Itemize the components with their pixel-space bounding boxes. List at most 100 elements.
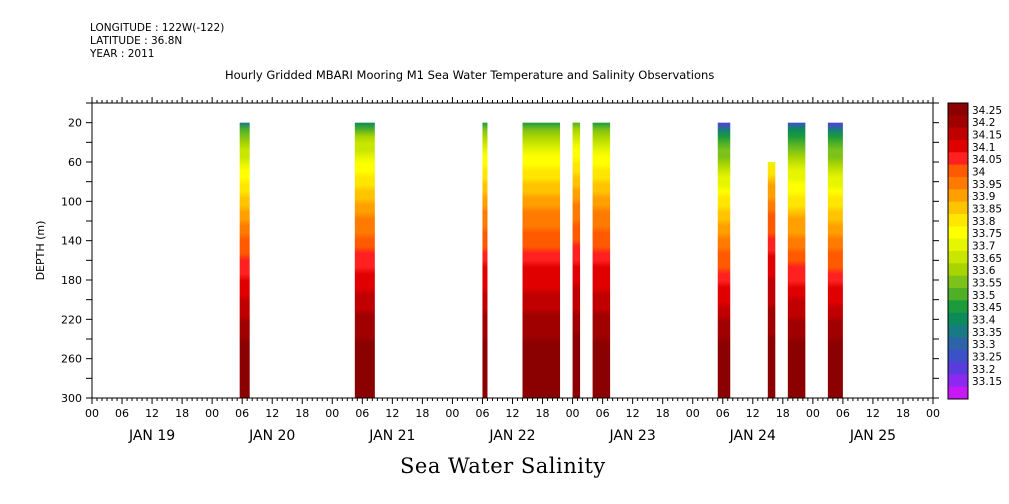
- x-hour-tick-label: 18: [656, 407, 670, 420]
- observation-column: [717, 122, 731, 399]
- x-day-label: JAN 22: [488, 428, 535, 444]
- x-hour-tick-label: 12: [866, 407, 880, 420]
- colorbar-level-label: 33.25: [972, 352, 1002, 364]
- x-hour-tick-label: 12: [145, 407, 159, 420]
- observation-column: [767, 162, 776, 398]
- colorbar-level-label: 34.1: [972, 142, 995, 154]
- observation-column: [827, 122, 843, 399]
- colorbar-swatch: [948, 226, 968, 239]
- data-columns: [239, 122, 843, 399]
- observation-column: [354, 122, 375, 399]
- colorbar-swatch: [948, 312, 968, 326]
- colorbar-swatch: [948, 238, 968, 252]
- colorbar-level-label: 33.65: [972, 253, 1002, 265]
- colorbar-frame: [947, 102, 969, 400]
- x-hour-tick-label: 06: [115, 407, 129, 420]
- x-hour-tick-label: 00: [445, 407, 459, 420]
- colorbar-swatch: [948, 300, 968, 313]
- x-hour-tick-label: 00: [85, 407, 99, 420]
- colorbar-swatch: [948, 349, 968, 363]
- x-hour-tick-label: 06: [475, 407, 489, 420]
- colorbar-swatch: [948, 251, 968, 264]
- x-hour-tick-label: 00: [566, 407, 580, 420]
- y-tick-label: 180: [61, 274, 82, 287]
- colorbar-level-label: 34.2: [972, 117, 995, 129]
- x-hour-tick-label: 18: [896, 407, 910, 420]
- colorbar-level-label: 33.2: [972, 364, 995, 376]
- colorbar-swatch: [948, 189, 968, 202]
- x-hour-tick-label: 12: [626, 407, 640, 420]
- colorbar-level-label: 33.35: [972, 327, 1002, 339]
- x-hour-tick-label: 06: [716, 407, 730, 420]
- x-day-label: JAN 19: [128, 428, 175, 444]
- observation-column: [482, 122, 488, 399]
- y-tick-label: 100: [61, 195, 82, 208]
- longitude-label: LONGITUDE : 122W(-122): [90, 22, 225, 34]
- x-hour-tick-label: 06: [596, 407, 610, 420]
- colorbar-swatch: [948, 263, 968, 276]
- x-hour-tick-label: 18: [415, 407, 429, 420]
- colorbar-swatch: [948, 115, 968, 128]
- x-hour-tick-label: 00: [205, 407, 219, 420]
- y-tick-label: 60: [68, 156, 82, 169]
- x-hour-tick-label: 00: [926, 407, 940, 420]
- colorbar-swatch: [948, 103, 968, 116]
- observation-column: [522, 122, 561, 399]
- colorbar-swatch: [948, 362, 968, 375]
- plot-frame: [91, 102, 934, 399]
- colorbar-swatch: [948, 201, 968, 215]
- colorbar-level-label: 33.9: [972, 191, 995, 203]
- x-hour-tick-label: 12: [506, 407, 520, 420]
- colorbar-level-label: 33.8: [972, 216, 995, 228]
- x-hour-tick-label: 06: [235, 407, 249, 420]
- x-hour-tick-label: 06: [836, 407, 850, 420]
- colorbar-level-label: 34.05: [972, 154, 1002, 166]
- variable-title: Sea Water Salinity: [400, 454, 606, 478]
- y-tick-label: 140: [61, 235, 82, 248]
- x-hour-tick-label: 00: [325, 407, 339, 420]
- colorbar-swatch: [948, 337, 968, 350]
- x-day-label: JAN 25: [849, 428, 896, 444]
- observation-column: [239, 122, 250, 399]
- metadata-block: LONGITUDE : 122W(-122) LATITUDE : 36.8N YE…: [90, 22, 224, 61]
- colorbar-level-label: 33.95: [972, 179, 1002, 191]
- y-tick-label: 20: [68, 117, 82, 130]
- colorbar-level-label: 34.15: [972, 130, 1002, 142]
- x-day-label: JAN 23: [609, 428, 656, 444]
- observation-column: [572, 122, 581, 399]
- colorbar-level-label: 33.5: [972, 290, 995, 302]
- colorbar-level-label: 33.45: [972, 302, 1002, 314]
- colorbar-level-label: 33.75: [972, 228, 1002, 240]
- colorbar-level-label: 33.6: [972, 265, 996, 277]
- x-hour-tick-label: 12: [746, 407, 760, 420]
- latitude-label: LATITUDE : 36.8N: [90, 35, 183, 47]
- chart-title: Hourly Gridded MBARI Mooring M1 Sea Wate…: [225, 68, 715, 82]
- colorbar-swatch: [948, 325, 968, 338]
- colorbar-level-label: 34.25: [972, 105, 1002, 117]
- colorbar-level-label: 33.85: [972, 204, 1002, 216]
- observation-column: [787, 122, 806, 399]
- x-hour-tick-label: 18: [776, 407, 790, 420]
- x-hour-tick-label: 00: [806, 407, 820, 420]
- colorbar-level-label: 33.7: [972, 241, 995, 253]
- colorbar-swatch: [948, 140, 968, 153]
- colorbar: 34.2534.234.1534.134.053433.9533.933.853…: [947, 102, 1002, 400]
- y-tick-label: 300: [61, 392, 82, 405]
- observation-column: [592, 122, 611, 399]
- x-hour-tick-label: 12: [385, 407, 399, 420]
- x-hour-tick-label: 18: [536, 407, 550, 420]
- colorbar-swatch: [948, 386, 968, 400]
- colorbar-swatch: [948, 152, 968, 165]
- y-tick-label: 260: [61, 353, 82, 366]
- x-hour-tick-label: 00: [686, 407, 700, 420]
- x-hour-tick-label: 12: [265, 407, 279, 420]
- colorbar-level-label: 33.55: [972, 278, 1002, 290]
- x-day-label: JAN 20: [248, 428, 295, 444]
- colorbar-swatch: [948, 214, 968, 227]
- y-tick-label: 220: [61, 313, 82, 326]
- colorbar-level-label: 33.3: [972, 339, 995, 351]
- colorbar-level-label: 33.15: [972, 376, 1002, 388]
- colorbar-swatch: [948, 177, 968, 190]
- x-hour-tick-label: 18: [295, 407, 309, 420]
